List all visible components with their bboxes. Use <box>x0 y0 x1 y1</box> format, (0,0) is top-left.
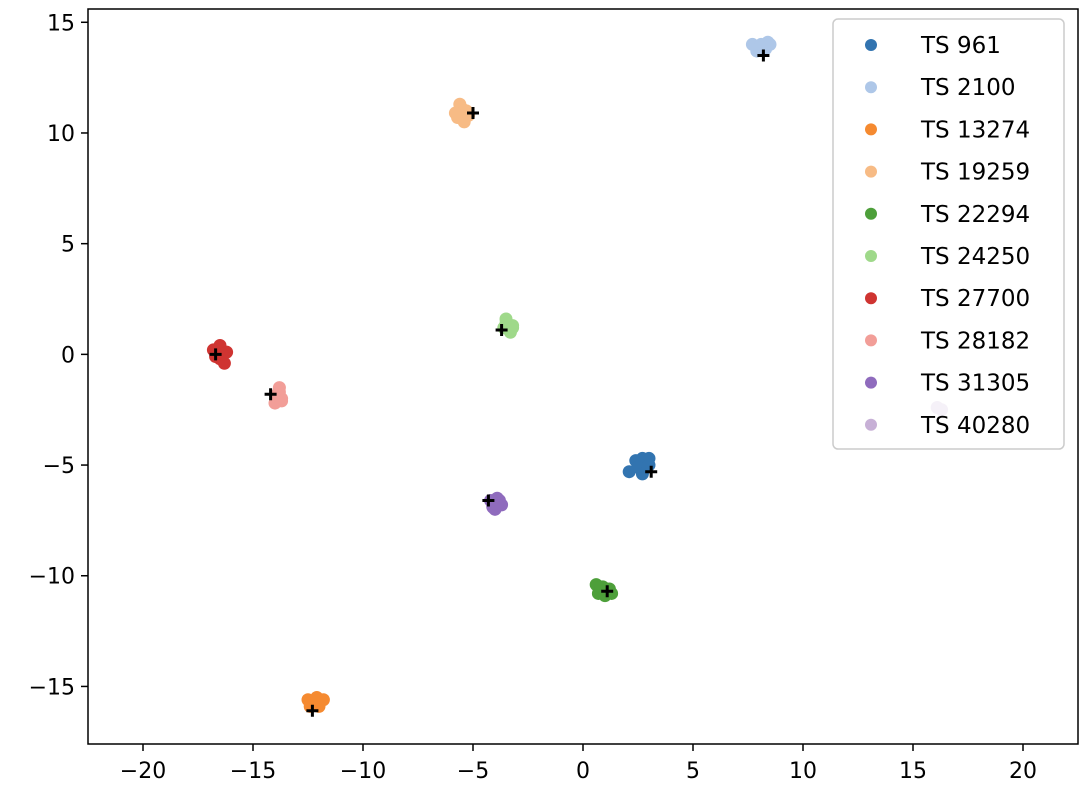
legend-label: TS 24250 <box>920 244 1030 270</box>
centroid-marker <box>645 465 658 478</box>
x-tick-label: 15 <box>899 759 927 784</box>
legend-label: TS 27700 <box>920 286 1030 312</box>
legend-swatch <box>865 292 877 305</box>
data-point <box>754 37 768 51</box>
y-tick-label: −5 <box>43 454 75 479</box>
centroid-marker <box>482 494 495 507</box>
x-tick-label: 20 <box>1009 759 1037 784</box>
data-point <box>622 465 636 479</box>
x-tick-label: −10 <box>340 759 386 784</box>
centroid-marker <box>601 585 614 598</box>
centroid-marker <box>495 324 508 337</box>
legend-label: TS 22294 <box>920 202 1030 228</box>
plot-marks <box>206 35 949 717</box>
y-tick-label: 5 <box>61 233 75 258</box>
legend-label: TS 2100 <box>920 75 1016 101</box>
x-tick-label: −5 <box>457 759 489 784</box>
legend-swatch <box>865 334 877 347</box>
centroid-marker <box>757 49 770 62</box>
data-point <box>310 691 324 705</box>
data-point <box>275 394 289 408</box>
legend-label: TS 13274 <box>920 117 1030 143</box>
x-tick-label: 0 <box>576 759 590 784</box>
x-tick-label: 5 <box>686 759 700 784</box>
y-tick-label: −15 <box>29 675 75 700</box>
legend: TS 961 TS 2100 TS 13274 TS 19259 TS 22294 TS … <box>832 18 1065 450</box>
legend-label: TS 19259 <box>920 160 1030 186</box>
x-tick-label: −20 <box>120 759 166 784</box>
data-point <box>642 458 656 472</box>
legend-swatch <box>865 123 877 136</box>
centroid-marker <box>209 348 222 361</box>
legend-swatch <box>865 250 877 262</box>
centroid-marker <box>264 388 277 401</box>
data-point <box>448 106 462 120</box>
legend-swatch <box>865 418 877 431</box>
data-point <box>506 321 520 335</box>
x-tick-label: 10 <box>789 759 817 784</box>
centroid-marker <box>306 704 319 717</box>
y-tick-label: 15 <box>47 11 75 36</box>
data-point <box>215 347 229 361</box>
legend-label: TS 961 <box>920 33 1001 59</box>
legend-swatch <box>865 81 877 94</box>
y-tick-label: 10 <box>47 122 75 147</box>
legend-swatch <box>865 376 877 389</box>
legend-label: TS 31305 <box>920 371 1030 397</box>
y-axis: 15 10 5 0 −5 −10 −15 <box>29 11 88 700</box>
y-tick-label: 0 <box>61 343 75 368</box>
legend-box <box>832 18 1065 450</box>
centroid-marker <box>467 107 479 120</box>
legend-label: TS 28182 <box>920 328 1030 354</box>
legend-swatch <box>865 165 877 178</box>
legend-swatch <box>865 207 877 220</box>
legend-label: TS 40280 <box>920 413 1030 439</box>
x-tick-label: −15 <box>230 759 276 784</box>
x-axis: −20 −15 −10 −5 0 5 10 15 20 <box>120 744 1037 784</box>
y-tick-label: −10 <box>29 565 75 590</box>
legend-swatch <box>865 39 877 51</box>
